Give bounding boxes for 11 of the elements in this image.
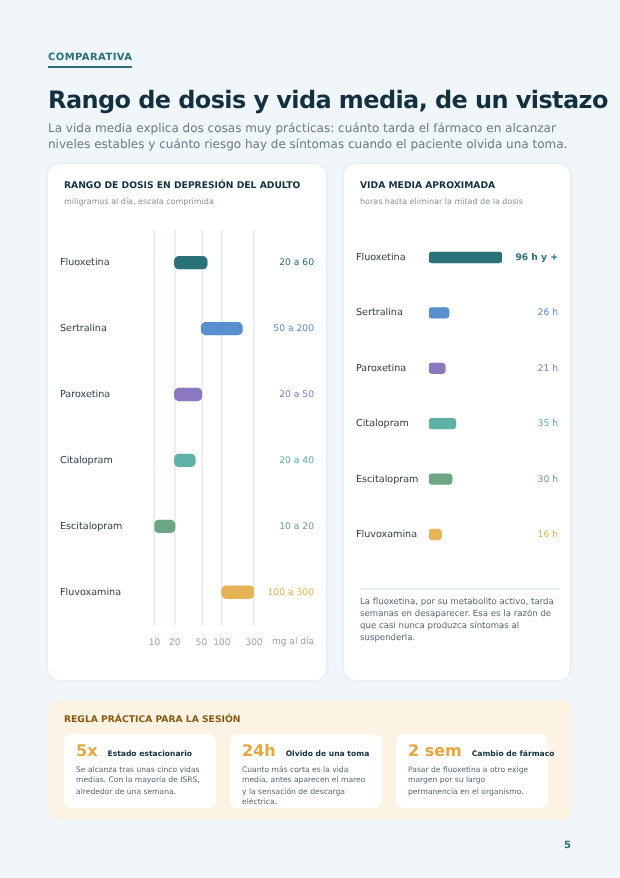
bar xyxy=(429,251,502,264)
bar xyxy=(429,418,457,430)
bar xyxy=(174,256,208,270)
text: 5x xyxy=(76,742,98,760)
bar xyxy=(221,585,254,599)
bar xyxy=(200,321,243,336)
bar xyxy=(174,387,203,402)
text: 2 sem xyxy=(408,742,462,760)
bar xyxy=(429,473,453,485)
text: Rango de dosis y vida media, de un vistazo xyxy=(48,86,608,114)
text: 24h xyxy=(242,742,276,760)
